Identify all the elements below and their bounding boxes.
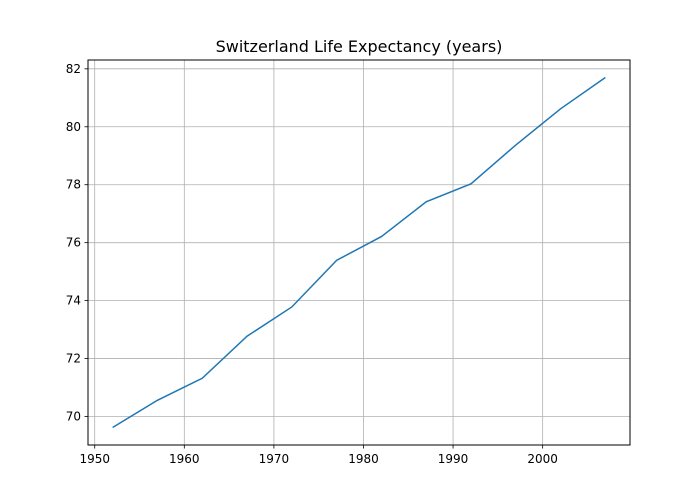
- x-tick-label: 1970: [259, 452, 290, 466]
- axes-frame: [87, 59, 631, 446]
- x-tick-label: 2000: [527, 452, 558, 466]
- x-tick-label: 1960: [169, 452, 200, 466]
- y-tick-label: 76: [66, 236, 81, 250]
- x-axis: 1950 1960 1970 1980 1990 2000: [79, 445, 558, 466]
- series-line: [112, 76, 606, 429]
- y-tick-label: 70: [66, 409, 81, 423]
- x-tick-label: 1950: [79, 452, 110, 466]
- y-tick-label: 74: [66, 294, 81, 308]
- y-tick-label: 78: [66, 178, 81, 192]
- y-tick-label: 72: [66, 352, 81, 366]
- chart-title: Switzerland Life Expectancy (years): [216, 37, 503, 56]
- y-tick-label: 80: [66, 120, 81, 134]
- x-tick-label: 1990: [438, 452, 469, 466]
- series-group: [112, 76, 606, 429]
- x-tick-label: 1980: [348, 452, 379, 466]
- y-tick-label: 82: [66, 62, 81, 76]
- y-axis: 70 72 74 76 78 80 82: [66, 62, 88, 423]
